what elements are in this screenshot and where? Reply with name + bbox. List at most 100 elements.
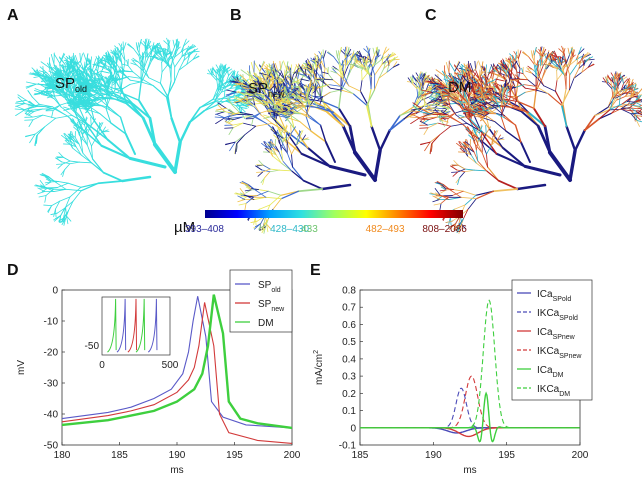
dendrite-segment <box>412 76 417 82</box>
dendrite-segment <box>69 186 82 198</box>
dendrite-segment <box>100 105 110 111</box>
dendrite-segment <box>462 190 477 196</box>
dendrite-segment <box>188 106 201 124</box>
dendrite-segment <box>155 56 164 61</box>
dendrite-segment <box>370 63 376 76</box>
dendrite-segment <box>215 72 218 82</box>
dendrite-segment <box>106 85 109 93</box>
dendrite-segment <box>269 169 281 173</box>
dendrite-segment <box>142 51 145 60</box>
dendrite-segment <box>65 196 71 208</box>
dendrite-segment <box>335 50 338 58</box>
dendrite-segment <box>232 122 244 129</box>
dendrite-segment <box>350 52 357 60</box>
dendrite-segment <box>83 102 92 108</box>
dendrite-segment <box>66 215 72 222</box>
dendrite-segment <box>233 99 243 104</box>
dendrite-segment <box>286 131 303 155</box>
dendrite-segment <box>477 160 487 172</box>
dendrite-segment <box>516 183 547 191</box>
dendrite-segment <box>403 112 417 120</box>
dendrite-segment <box>216 68 219 76</box>
dendrite-segment <box>37 191 46 195</box>
dendrite-segment <box>347 56 354 67</box>
dendrite-segment <box>291 88 299 94</box>
dendrite-segment <box>374 64 383 76</box>
dendrite-segment <box>83 80 86 88</box>
dendrite-segment <box>156 54 164 61</box>
dendrite-segment <box>213 89 221 103</box>
dendrite-segment <box>161 64 168 73</box>
dendrite-segment <box>441 111 447 115</box>
dendrite-segment <box>232 116 243 119</box>
dendrite-segment <box>155 46 160 53</box>
dendrite-segment <box>63 74 69 83</box>
dendrite-segment <box>321 71 329 75</box>
dendrite-segment <box>152 142 177 174</box>
dendrite-segment <box>146 40 152 49</box>
dendrite-segment <box>120 43 123 53</box>
dendrite-segment <box>91 145 94 160</box>
dendrite-segment <box>450 165 458 171</box>
dendrite-segment <box>317 58 319 67</box>
dendrite-segment <box>41 92 48 97</box>
dendrite-segment <box>148 116 157 146</box>
dendrite-segment <box>216 100 227 106</box>
dendrite-segment <box>317 60 323 67</box>
dendrite-segment <box>59 78 67 87</box>
dendrite-segment <box>63 206 66 216</box>
dendrite-segment <box>227 98 233 106</box>
dendrite-segment <box>348 85 361 92</box>
dendrite-segment <box>419 73 426 80</box>
dendrite-segment <box>352 93 368 106</box>
panel-letter-d: D <box>7 262 19 279</box>
dendrite-segment <box>464 169 476 173</box>
dendrite-segment <box>305 87 308 94</box>
dendrite-segment <box>90 118 96 126</box>
dendrite-segment <box>85 97 93 100</box>
dendrite-segment <box>302 179 324 190</box>
dendrite-segment <box>129 79 142 83</box>
dendrite-segment <box>68 95 73 102</box>
dendrite-segment <box>361 57 365 64</box>
dendrite-segment <box>300 66 305 74</box>
dendrite-segment <box>83 96 92 99</box>
dendrite-segment <box>419 73 422 82</box>
dendrite-segment <box>17 94 27 101</box>
dendrite-segment <box>340 57 347 66</box>
dendrite-segment <box>363 62 367 70</box>
dendrite-segment <box>253 61 261 72</box>
dendrite-segment <box>349 61 356 70</box>
dendrite-segment <box>492 188 519 193</box>
dendrite-segment <box>123 50 126 62</box>
dendrite-segment <box>57 163 64 169</box>
dendrite-segment <box>380 56 388 61</box>
dendrite-segment <box>121 175 152 183</box>
dendrite-segment <box>464 168 476 171</box>
dendrite-segment <box>60 93 74 97</box>
dendrite-segment <box>142 55 145 64</box>
dendrite-segment <box>530 50 533 58</box>
dendrite-segment <box>410 76 413 84</box>
dendrite-segment <box>271 122 290 134</box>
dendrite-segment <box>87 109 101 115</box>
dendrite-segment <box>49 77 57 82</box>
dendrite-segment <box>478 60 482 70</box>
dendrite-segment <box>45 175 52 181</box>
dendrite-segment <box>283 60 287 70</box>
dendrite-segment <box>81 101 88 105</box>
dendrite-segment <box>44 117 57 128</box>
dendrite-segment <box>70 96 78 98</box>
dendrite-segment <box>368 60 373 67</box>
dendrite-segment <box>29 103 40 108</box>
dendrite-segment <box>221 71 224 81</box>
dendrite-segment <box>354 55 358 64</box>
dendrite-segment <box>44 195 47 203</box>
dendrite-segment <box>181 49 189 57</box>
dendrite-segment <box>169 56 176 68</box>
dendrite-segment <box>406 81 414 83</box>
dendrite-segment <box>230 76 236 82</box>
dendrite-segment <box>185 46 191 53</box>
dendrite-segment <box>368 53 372 65</box>
dendrite-segment <box>106 138 132 160</box>
